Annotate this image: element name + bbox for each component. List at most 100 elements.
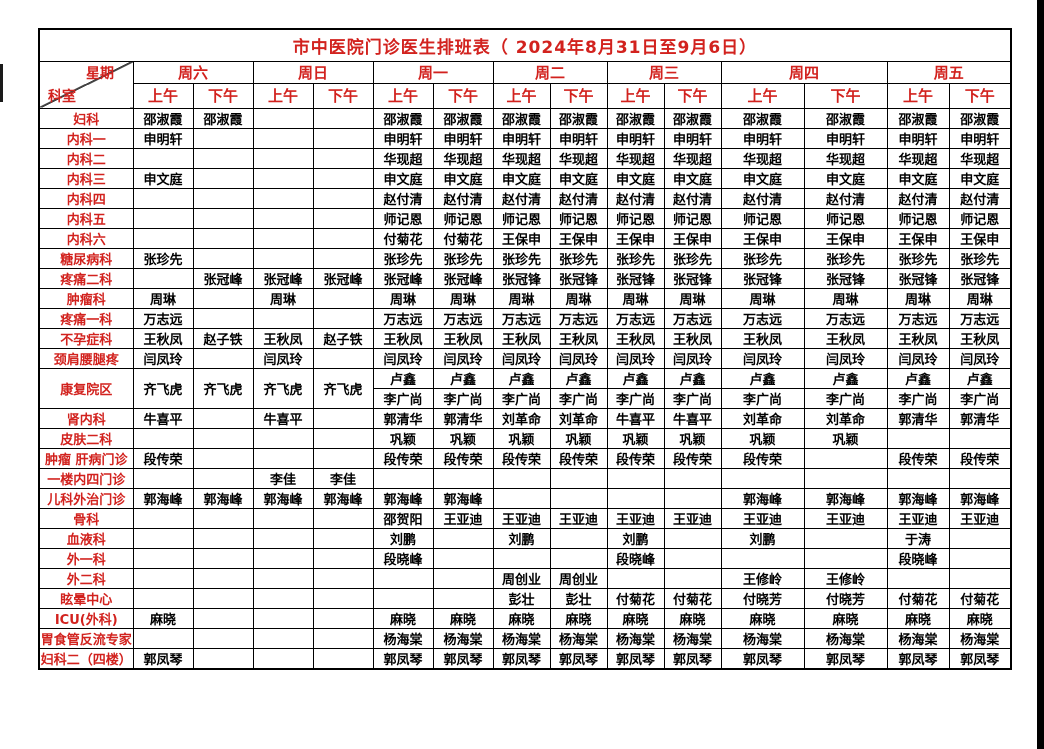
schedule-cell: 段传荣 — [549, 447, 608, 469]
schedule-cell: 赵付清 — [803, 187, 888, 209]
schedule-cell: 张珍先 — [432, 247, 494, 269]
schedule-cell: 卢鑫 — [663, 367, 722, 389]
schedule-cell: 张珍先 — [948, 247, 1012, 269]
schedule-cell: 杨海棠 — [432, 627, 494, 649]
pm-header: 下午 — [803, 82, 888, 109]
schedule-cell: 郭海峰 — [432, 487, 494, 509]
schedule-cell: 李广尚 — [803, 387, 888, 409]
schedule-cell: 王秋凤 — [252, 327, 314, 349]
schedule-cell: 张珍先 — [886, 247, 950, 269]
pm-header: 下午 — [312, 82, 374, 109]
schedule-cell — [606, 487, 665, 509]
schedule-cell: 王保申 — [492, 227, 551, 249]
schedule-cell: 杨海棠 — [492, 627, 551, 649]
schedule-cell: 王修岭 — [720, 567, 805, 589]
schedule-cell: 师记恩 — [663, 207, 722, 229]
schedule-cell — [192, 147, 254, 169]
dept-label: 疼痛二科 — [38, 267, 134, 289]
table-row: 康复院区 齐飞虎 齐飞虎 齐飞虎 齐飞虎 卢鑫 卢鑫 卢鑫 卢鑫 卢鑫 卢鑫 卢鑫 卢鑫 卢鑫 卢鑫 — [38, 367, 1012, 409]
schedule-cell — [192, 507, 254, 529]
schedule-cell: 杨海棠 — [720, 627, 805, 649]
schedule-cell — [312, 507, 374, 529]
schedule-cell — [252, 107, 314, 129]
schedule-cell — [252, 447, 314, 469]
schedule-cell: 付菊花 — [606, 587, 665, 609]
schedule-cell: 郭凤琴 — [803, 647, 888, 669]
schedule-cell: 付菊花 — [372, 227, 434, 249]
schedule-cell: 闫凤玲 — [549, 347, 608, 369]
table-row: 疼痛一科 万志远 万志远 万志远 万志远 万志远 万志远 万志远 万志远 万志远 万志远 万志远 — [38, 307, 1012, 329]
table-row: 内科四 赵付清 赵付清 赵付清 赵付清 赵付清 赵付清 赵付清 赵付清 赵付清 赵付清 — [38, 187, 1012, 209]
schedule-cell: 万志远 — [372, 307, 434, 329]
schedule-cell: 郭海峰 — [803, 487, 888, 509]
schedule-cell: 申明轩 — [606, 127, 665, 149]
schedule-cell: 申明轩 — [886, 127, 950, 149]
schedule-cell: 卢鑫 — [886, 367, 950, 389]
schedule-cell: 邵淑霞 — [372, 107, 434, 129]
schedule-cell: 王亚迪 — [606, 507, 665, 529]
schedule-cell: 华现超 — [492, 147, 551, 169]
schedule-cell: 邵淑霞 — [948, 107, 1012, 129]
schedule-cell — [312, 147, 374, 169]
schedule-cell: 万志远 — [720, 307, 805, 329]
schedule-cell — [432, 567, 494, 589]
schedule-cell: 张珍先 — [132, 247, 194, 269]
schedule-cell: 李广尚 — [372, 387, 434, 409]
schedule-cell: 彭壮 — [549, 587, 608, 609]
table-row: 内科一 申明轩 申明轩 申明轩 申明轩 申明轩 申明轩 申明轩 申明轩 申明轩 申明轩 申明轩 — [38, 127, 1012, 149]
schedule-cell: 张珍先 — [803, 247, 888, 269]
schedule-cell: 邵淑霞 — [720, 107, 805, 129]
schedule-cell — [948, 527, 1012, 549]
schedule-cell — [192, 247, 254, 269]
schedule-cell: 周琳 — [132, 287, 194, 309]
schedule-cell — [312, 587, 374, 609]
schedule-cell: 申文庭 — [492, 167, 551, 189]
schedule-cell: 周琳 — [252, 287, 314, 309]
dept-label: 疼痛一科 — [38, 307, 134, 329]
schedule-cell: 赵付清 — [492, 187, 551, 209]
am-header: 上午 — [886, 82, 950, 109]
dept-label: 肿瘤 肝病门诊 — [38, 447, 134, 469]
schedule-cell: 王亚迪 — [663, 507, 722, 529]
schedule-cell: 王亚迪 — [432, 507, 494, 529]
schedule-cell: 王保申 — [549, 227, 608, 249]
schedule-cell: 郭凤琴 — [606, 647, 665, 669]
schedule-cell: 赵子铁 — [312, 327, 374, 349]
schedule-cell: 华现超 — [372, 147, 434, 169]
schedule-cell — [192, 527, 254, 549]
schedule-cell: 张珍先 — [720, 247, 805, 269]
schedule-cell: 杨海棠 — [803, 627, 888, 649]
schedule-cell: 王秋凤 — [549, 327, 608, 349]
schedule-cell: 张珍先 — [549, 247, 608, 269]
schedule-cell: 刘革命 — [720, 407, 805, 429]
schedule-cell: 邵淑霞 — [663, 107, 722, 129]
schedule-cell — [132, 207, 194, 229]
schedule-cell — [720, 547, 805, 569]
schedule-cell: 周琳 — [803, 287, 888, 309]
schedule-cell: 李佳 — [312, 467, 374, 489]
schedule-cell: 卢鑫 — [606, 367, 665, 389]
schedule-cell: 闫凤玲 — [948, 347, 1012, 369]
schedule-cell — [252, 547, 314, 569]
schedule-cell: 申明轩 — [948, 127, 1012, 149]
schedule-cell: 张冠锋 — [886, 267, 950, 289]
table-row: 妇科 邵淑霞 邵淑霞 邵淑霞 邵淑霞 邵淑霞 邵淑霞 邵淑霞 邵淑霞 邵淑霞 邵淑霞 邵淑霞 邵淑霞 — [38, 107, 1012, 129]
schedule-cell: 申明轩 — [663, 127, 722, 149]
schedule-cell: 付晓芳 — [803, 587, 888, 609]
screenshot-right-black-strip — [1037, 0, 1044, 749]
schedule-cell — [312, 307, 374, 329]
schedule-cell: 郭凤琴 — [372, 647, 434, 669]
schedule-cell: 李广尚 — [549, 387, 608, 409]
schedule-cell — [312, 347, 374, 369]
schedule-cell: 万志远 — [606, 307, 665, 329]
am-header: 上午 — [132, 82, 194, 109]
day-header: 周六 — [132, 60, 254, 84]
schedule-cell — [192, 547, 254, 569]
schedule-cell: 赵付清 — [549, 187, 608, 209]
schedule-cell: 师记恩 — [886, 207, 950, 229]
schedule-cell: 牛喜平 — [132, 407, 194, 429]
table-row: 不孕症科 王秋凤 赵子铁 王秋凤 赵子铁 王秋凤 王秋凤 王秋凤 王秋凤 王秋凤 王秋凤 王秋凤 王秋凤… — [38, 327, 1012, 349]
schedule-cell: 段传荣 — [492, 447, 551, 469]
schedule-cell: 巩颖 — [720, 427, 805, 449]
schedule-cell: 卢鑫 — [803, 367, 888, 389]
